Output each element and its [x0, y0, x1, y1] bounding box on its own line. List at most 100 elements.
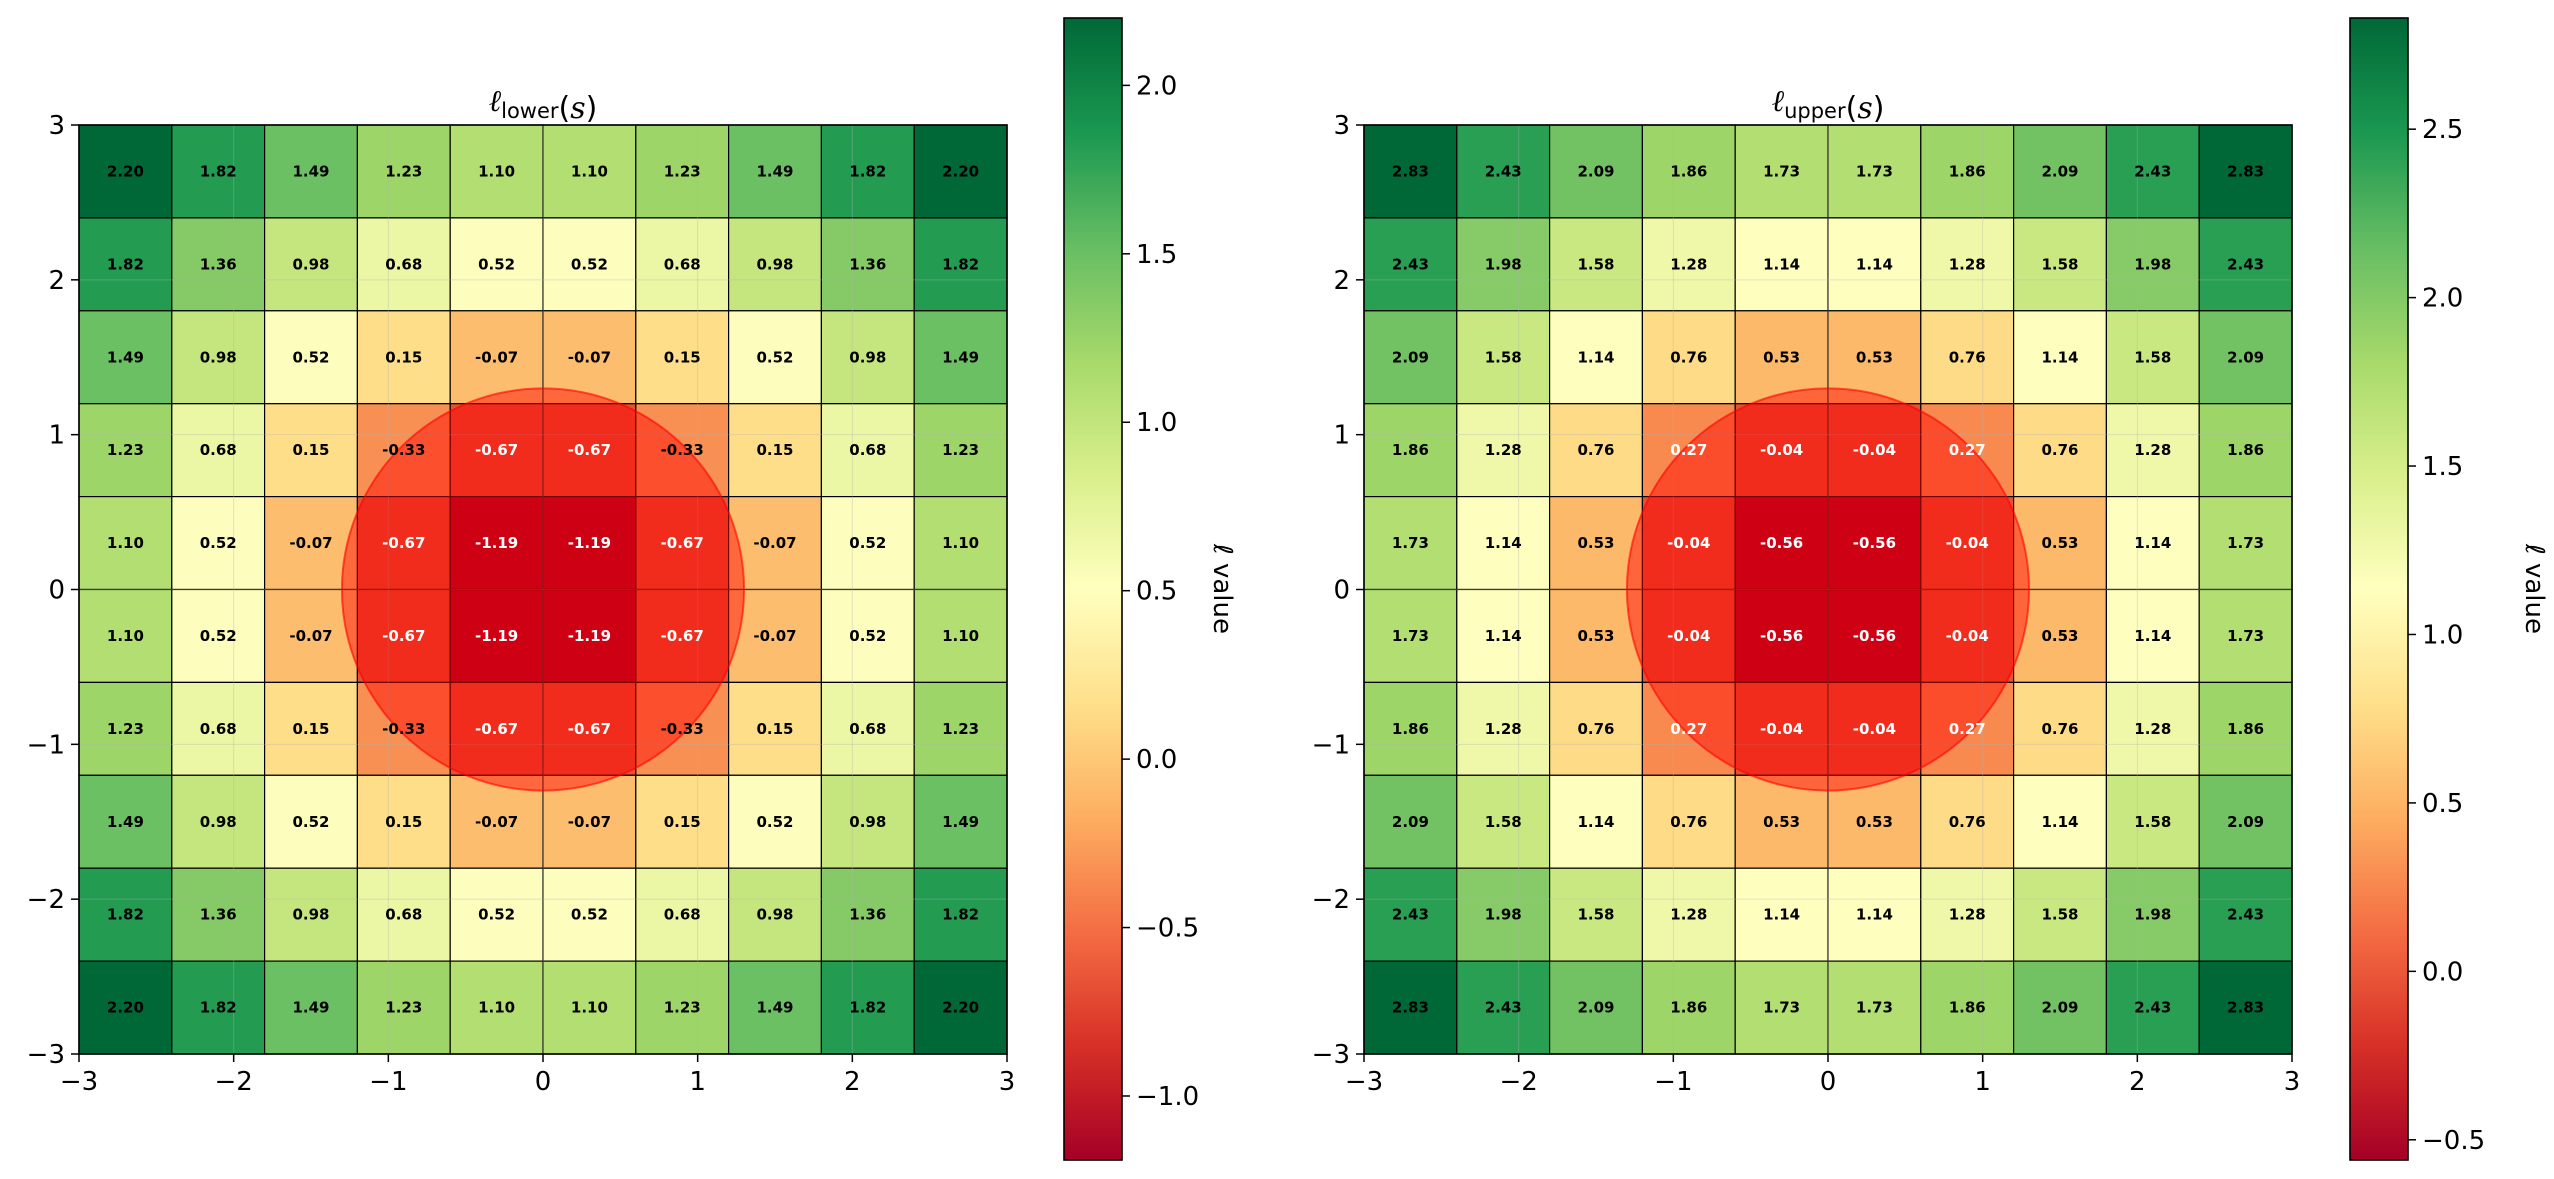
cell-value-label: 0.27 — [1670, 720, 1707, 738]
cell-value-label: 1.10 — [478, 999, 515, 1017]
cell-value-label: 1.58 — [2134, 813, 2171, 831]
cell-value-label: 2.09 — [2041, 999, 2078, 1017]
heatmap-cell — [356, 960, 451, 1055]
heatmap-cell — [2012, 867, 2107, 962]
heatmap-cell — [1641, 310, 1736, 405]
title-paren: ( — [1846, 91, 1858, 126]
cell-value-label: 1.23 — [385, 999, 422, 1017]
cell-value-label: 1.14 — [1485, 534, 1522, 552]
cell-value-label: -0.04 — [1760, 441, 1803, 459]
heatmap-cell — [171, 310, 266, 405]
heatmap-cell — [2105, 960, 2200, 1055]
cell-value-label: 0.76 — [1670, 813, 1707, 831]
heatmap-cell — [542, 960, 637, 1055]
heatmap-cell — [913, 217, 1008, 312]
cell-value-label: -0.07 — [568, 348, 611, 366]
heatmap-cell — [727, 403, 822, 498]
cell-value-label: -0.56 — [1853, 534, 1896, 552]
title-symbol: ℓ — [1772, 84, 1785, 119]
colorbar-tick-label: 1.0 — [1136, 408, 1177, 438]
cell-value-label: -1.19 — [475, 534, 518, 552]
cell-value-label: 1.73 — [1392, 534, 1429, 552]
heatmap-cell — [1456, 403, 1551, 498]
cell-value-label: 0.53 — [2041, 534, 2078, 552]
heatmap-cell — [1548, 681, 1643, 776]
heatmap-cell — [727, 124, 822, 219]
title-paren: ( — [559, 91, 571, 126]
cell-value-label: -1.19 — [475, 627, 518, 645]
heatmap-cell — [2012, 774, 2107, 869]
x-tick-label: −2 — [215, 1067, 253, 1097]
x-tick-label: 0 — [1820, 1067, 1837, 1097]
cell-value-label: 1.73 — [1392, 627, 1429, 645]
heatmap-cell — [1920, 496, 2015, 591]
cell-value-label: 1.98 — [1485, 906, 1522, 924]
cell-value-label: 0.98 — [200, 348, 237, 366]
y-tick-label: 1 — [48, 421, 65, 451]
cell-value-label: 1.14 — [1763, 906, 1800, 924]
heatmap-cell — [913, 681, 1008, 776]
cell-value-label: 0.53 — [1763, 813, 1800, 831]
cell-value-label: 2.43 — [1485, 162, 1522, 180]
heatmap-cell — [820, 681, 915, 776]
heatmap-cell — [635, 310, 730, 405]
chart-title: ℓupper(s) — [1772, 84, 1885, 126]
y-tick-label: −1 — [1312, 730, 1350, 760]
y-tick-label: 2 — [48, 266, 65, 296]
heatmap-cell — [1920, 310, 2015, 405]
cell-value-label: 2.09 — [2227, 813, 2264, 831]
x-tick-label: 0 — [535, 1067, 552, 1097]
heatmap-cell — [1734, 867, 1829, 962]
heatmap-cell — [820, 588, 915, 684]
cell-value-label: 0.15 — [664, 348, 701, 366]
heatmap-cell — [542, 217, 637, 312]
cell-value-label: 1.73 — [2227, 534, 2264, 552]
cell-value-label: 1.98 — [1485, 255, 1522, 273]
cell-value-label: 0.53 — [1577, 534, 1614, 552]
cell-value-label: 0.15 — [385, 813, 422, 831]
cell-value-label: 0.52 — [478, 906, 515, 924]
heatmap-cell — [356, 867, 451, 962]
cell-value-label: 1.28 — [2134, 720, 2171, 738]
heatmap-cell — [1456, 867, 1551, 962]
x-tick-label: 2 — [844, 1067, 861, 1097]
cell-value-label: 1.14 — [2041, 348, 2078, 366]
cell-value-label: 1.23 — [107, 720, 144, 738]
heatmap-cell — [1734, 681, 1829, 776]
heatmap-cell — [356, 588, 451, 684]
heatmap-cell — [171, 774, 266, 869]
cell-value-label: 0.53 — [1577, 627, 1614, 645]
cell-value-label: 1.14 — [1856, 255, 1893, 273]
title-variable: s — [1857, 91, 1872, 126]
cell-value-label: 0.27 — [1949, 441, 1986, 459]
cell-value-label: 1.28 — [1949, 255, 1986, 273]
heatmap-cell — [449, 960, 544, 1055]
cell-value-label: 1.10 — [571, 999, 608, 1017]
heatmap-cell — [1827, 681, 1922, 776]
cell-value-label: 1.36 — [849, 906, 886, 924]
cell-value-label: 2.43 — [2134, 162, 2171, 180]
cell-value-label: -0.33 — [661, 441, 704, 459]
cell-value-label: 1.86 — [2227, 441, 2264, 459]
colorbar-bar — [1063, 17, 1123, 1161]
heatmap-cell — [2105, 310, 2200, 405]
cell-value-label: 0.98 — [756, 906, 793, 924]
heatmap-cell — [1456, 124, 1551, 219]
colorbar: −0.5 0.0 0.5 1.0 1.5 2.0 2.5 ℓ value — [2349, 17, 2549, 1161]
cell-value-label: 1.49 — [107, 813, 144, 831]
cell-value-label: -0.04 — [1946, 534, 1989, 552]
cell-value-label: 2.09 — [1392, 348, 1429, 366]
cell-value-label: 1.82 — [849, 999, 886, 1017]
heatmap-cell — [2105, 124, 2200, 219]
cell-value-label: 1.86 — [1392, 720, 1429, 738]
cell-value-label: 0.68 — [664, 255, 701, 273]
cell-value-label: -0.04 — [1760, 720, 1803, 738]
cell-value-label: 1.49 — [107, 348, 144, 366]
cell-value-label: 2.83 — [1392, 162, 1429, 180]
heatmap-cell — [1363, 588, 1458, 684]
heatmap-cell — [2012, 124, 2107, 219]
cell-value-label: 0.53 — [2041, 627, 2078, 645]
heatmap-cell — [171, 124, 266, 219]
x-tick-label: 3 — [2284, 1067, 2301, 1097]
cell-value-label: 1.23 — [942, 441, 979, 459]
